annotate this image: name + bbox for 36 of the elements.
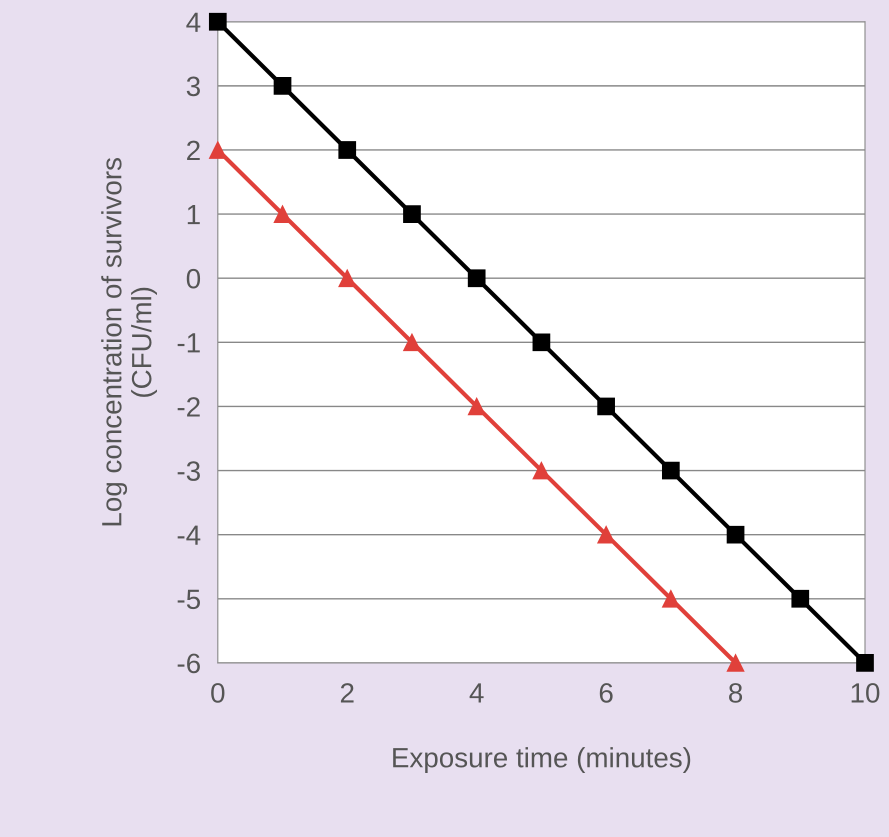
point <box>274 205 292 223</box>
point <box>791 590 810 608</box>
y-tick-label: -4 <box>178 526 200 545</box>
y-tick-label: 0 <box>186 268 200 289</box>
x-tick-label: 6 <box>600 683 613 703</box>
y-tick-label: 3 <box>186 76 200 96</box>
point <box>532 462 550 480</box>
y-axis-title: Log concentration of survivors (CFU/ml) <box>101 158 157 526</box>
y-tick-label: 2 <box>187 140 200 160</box>
point <box>403 333 421 352</box>
y-tick-label: -6 <box>178 654 200 674</box>
point <box>726 526 744 544</box>
y-tick-label: -1 <box>178 333 200 352</box>
point <box>403 205 421 223</box>
point <box>208 12 227 31</box>
y-tick-label: -2 <box>178 397 200 417</box>
point <box>662 590 680 608</box>
x-tick-label: 0 <box>211 683 224 703</box>
point <box>856 654 874 672</box>
point <box>597 398 615 416</box>
point <box>662 462 680 480</box>
y-tick-label: -5 <box>178 590 200 610</box>
x-axis-title: Exposure time (minutes) <box>393 747 690 774</box>
x-tick-label: 4 <box>470 683 484 702</box>
x-tick-label: 10 <box>852 683 880 703</box>
y-tick-label: 4 <box>186 12 200 32</box>
point <box>532 333 550 352</box>
y-tick-label: -3 <box>178 461 200 481</box>
y-tick-label: 1 <box>188 205 200 224</box>
x-tick-label: 2 <box>340 683 354 702</box>
point <box>338 141 356 159</box>
point <box>597 526 615 544</box>
point <box>274 77 292 95</box>
point <box>726 654 744 672</box>
point <box>468 269 486 288</box>
x-tick-label: 8 <box>729 683 742 703</box>
